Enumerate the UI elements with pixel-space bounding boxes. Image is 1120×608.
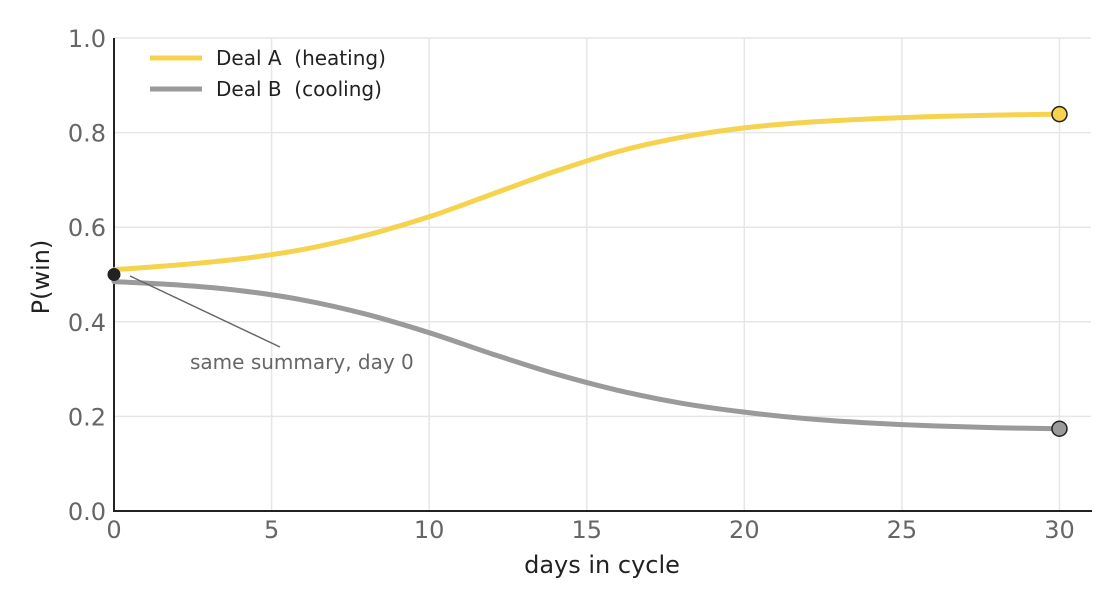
axes [113, 38, 1092, 512]
y-axis-label: P(win) [27, 240, 55, 315]
y-tick-label: 0.6 [68, 214, 106, 242]
y-tick-label: 0.2 [68, 403, 106, 431]
legend-label-deal-a: Deal A (heating) [216, 46, 386, 70]
y-tick-label: 1.0 [68, 25, 106, 53]
start-point [107, 268, 121, 281]
x-tick-label: 30 [1044, 516, 1075, 544]
end-point-deal-b [1051, 420, 1068, 437]
annotation-label: same summary, day 0 [190, 350, 414, 374]
x-tick-label: 5 [264, 516, 279, 544]
series-line-deal-b [111, 279, 1062, 432]
x-tick-label: 20 [729, 516, 760, 544]
x-tick-label: 0 [106, 516, 121, 544]
x-axis-label: days in cycle [524, 551, 680, 579]
y-tick-label: 0.4 [68, 309, 106, 337]
tick-labels: 0 5 10 15 20 25 30 0.0 0.2 0.4 0.6 0.8 1.0 [68, 25, 1075, 544]
annotation-leader-line [129, 275, 281, 348]
series-lines [111, 111, 1062, 432]
end-point-deal-a [1051, 105, 1068, 123]
markers [107, 105, 1068, 437]
legend-label-deal-b: Deal B (cooling) [216, 77, 382, 101]
x-tick-label: 15 [571, 516, 602, 544]
annotation: same summary, day 0 [129, 275, 414, 374]
y-tick-label: 0.0 [68, 498, 106, 526]
legend: Deal A (heating) Deal B (cooling) [150, 46, 386, 101]
y-tick-label: 0.8 [68, 120, 106, 148]
grid [113, 37, 1091, 511]
x-tick-label: 25 [887, 516, 918, 544]
series-line-deal-a [111, 111, 1062, 273]
x-tick-label: 10 [414, 516, 445, 544]
